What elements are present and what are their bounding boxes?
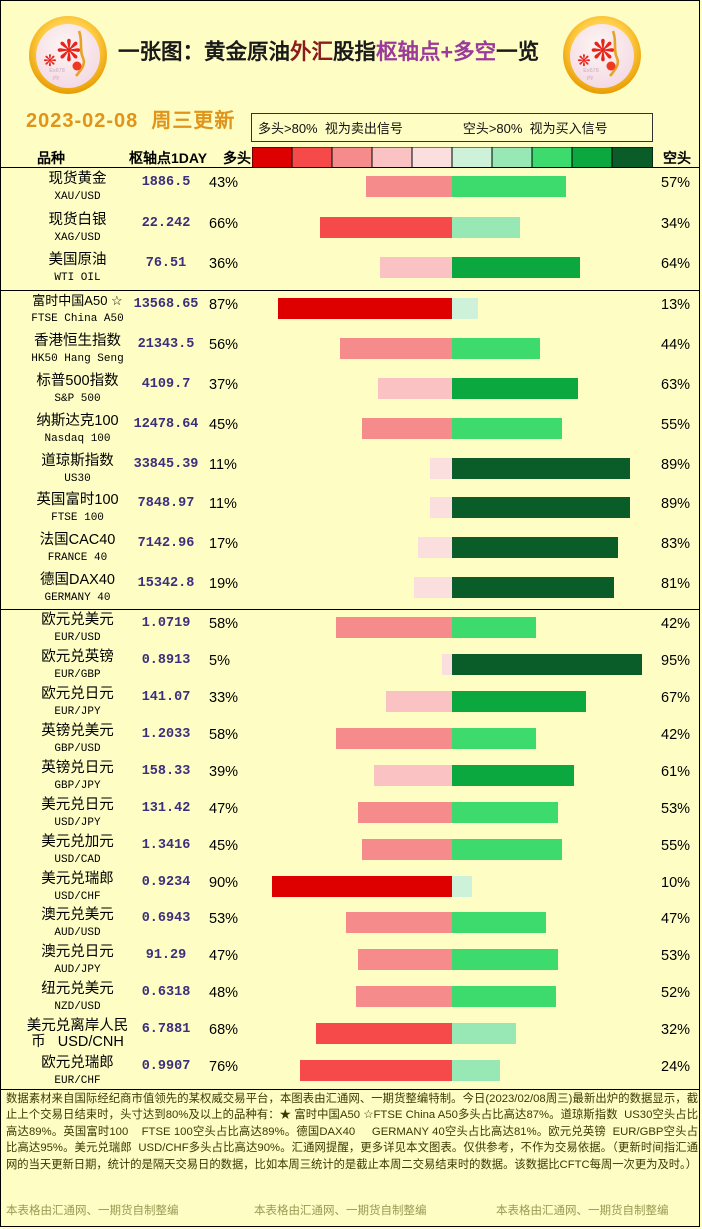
svg-text:Ex678: Ex678 bbox=[49, 68, 65, 74]
svg-text:yly: yly bbox=[53, 75, 60, 81]
svg-text:Ex678: Ex678 bbox=[583, 68, 599, 74]
svg-text:yly: yly bbox=[587, 75, 594, 81]
